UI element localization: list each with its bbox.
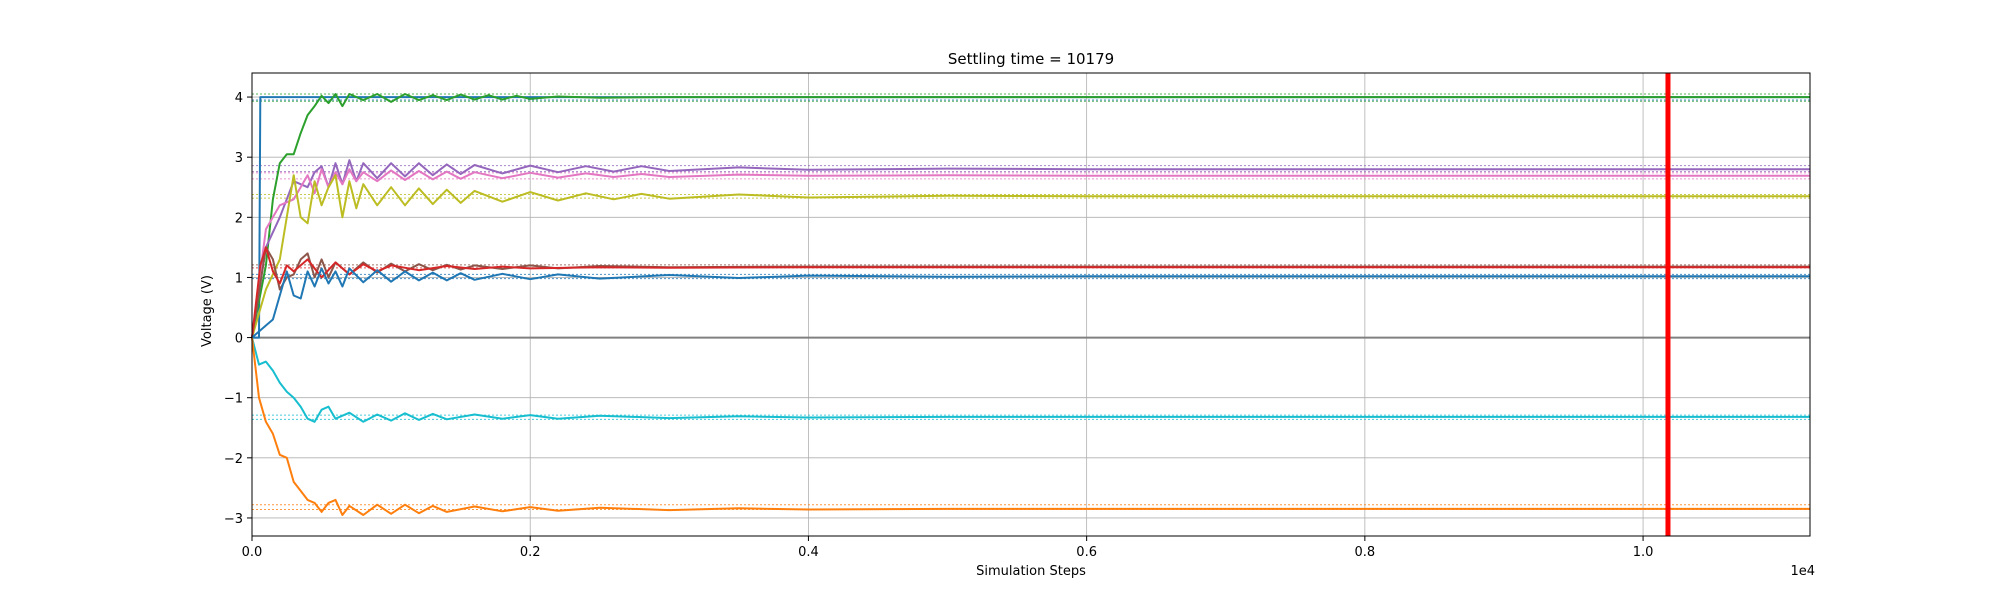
x-tick-label: 0.4 — [798, 545, 819, 560]
grid — [251, 73, 1810, 536]
y-tick-label: −1 — [224, 392, 243, 407]
chart-title: Settling time = 10179 — [948, 50, 1114, 68]
series-line — [251, 337, 1810, 423]
y-tick-label: 2 — [235, 211, 243, 226]
axis-ticks: 0.0 0.2 0.4 0.6 0.8 1.0 −3 −2 −1 0 1 2 3 4 — [224, 91, 1654, 560]
y-tick-label: 4 — [235, 91, 243, 106]
y-tick-label: 0 — [235, 332, 243, 347]
x-tick-label: 0.2 — [520, 545, 541, 560]
y-tick-label: 3 — [235, 151, 243, 166]
series-lines — [251, 93, 1810, 516]
x-axis-offset-label: 1e4 — [1790, 564, 1815, 579]
series-line — [251, 168, 1810, 338]
series-line — [251, 93, 1810, 338]
y-tick-label: −3 — [224, 512, 243, 527]
y-tick-label: −2 — [224, 452, 243, 467]
series-line — [251, 174, 1810, 338]
x-axis-label: Simulation Steps — [976, 564, 1086, 579]
series-line — [251, 246, 1810, 338]
x-tick-label: 1.0 — [1633, 545, 1654, 560]
y-tick-label: 1 — [235, 271, 243, 286]
x-tick-label: 0.0 — [242, 545, 263, 560]
x-tick-label: 0.6 — [1076, 545, 1097, 560]
x-tick-label: 0.8 — [1355, 545, 1376, 560]
series-line — [251, 246, 1810, 338]
plot-frame — [251, 72, 1811, 537]
series-line — [251, 337, 1810, 516]
series-line — [251, 159, 1810, 338]
y-axis-label: Voltage (V) — [200, 275, 215, 347]
reference-lines — [252, 93, 1810, 511]
series-line — [251, 267, 1810, 339]
